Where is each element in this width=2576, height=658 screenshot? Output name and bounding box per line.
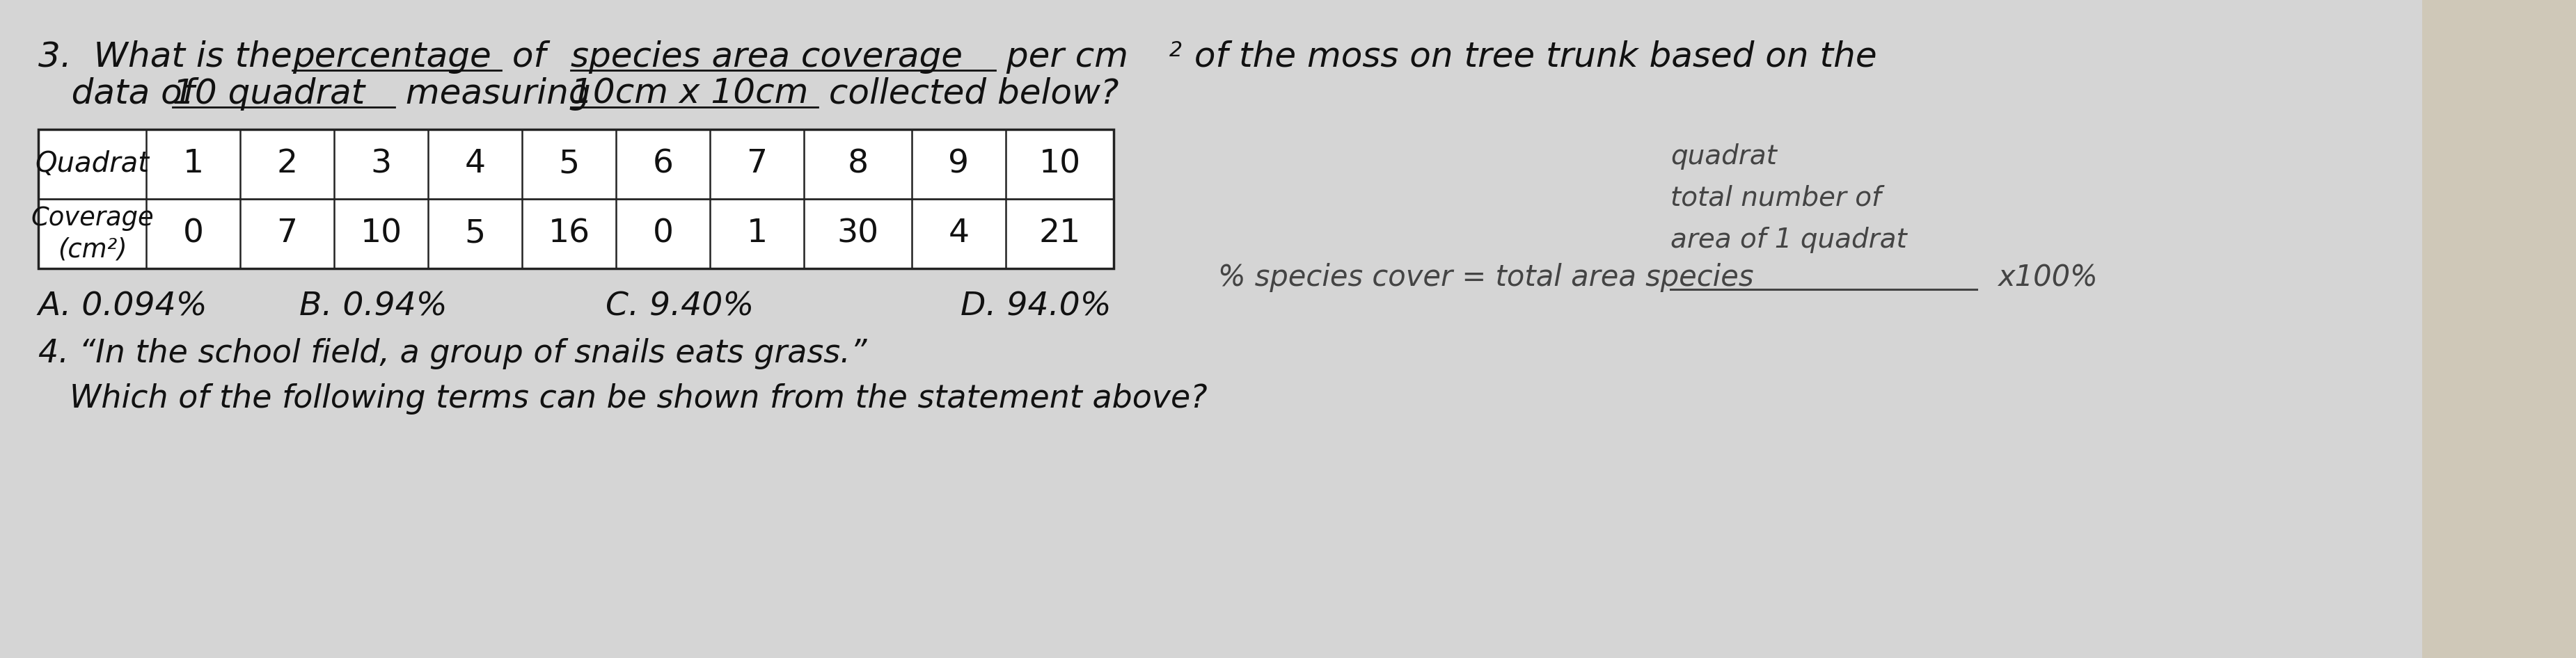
Text: per cm: per cm bbox=[994, 40, 1128, 74]
Text: 9: 9 bbox=[948, 149, 969, 180]
Text: of the moss on tree trunk based on the: of the moss on tree trunk based on the bbox=[1182, 40, 1878, 74]
Text: 3.  What is the: 3. What is the bbox=[39, 40, 304, 74]
Text: 4: 4 bbox=[464, 149, 484, 180]
Text: Quadrat: Quadrat bbox=[36, 151, 149, 178]
Text: 10: 10 bbox=[1038, 149, 1079, 180]
Text: 30: 30 bbox=[837, 218, 878, 249]
Text: collected below?: collected below? bbox=[817, 77, 1118, 111]
Text: 5: 5 bbox=[464, 218, 484, 249]
Text: data of: data of bbox=[39, 77, 206, 111]
Text: Which of the following terms can be shown from the statement above?: Which of the following terms can be show… bbox=[70, 383, 1208, 415]
Text: area of 1 quadrat: area of 1 quadrat bbox=[1669, 227, 1906, 253]
Text: 10: 10 bbox=[361, 218, 402, 249]
Text: 0: 0 bbox=[183, 218, 204, 249]
Text: 21: 21 bbox=[1038, 218, 1082, 249]
Bar bbox=[2421, 0, 2576, 658]
Text: 5: 5 bbox=[559, 149, 580, 180]
Text: of: of bbox=[502, 40, 556, 74]
Text: quadrat: quadrat bbox=[1669, 143, 1777, 170]
Text: 1: 1 bbox=[747, 218, 768, 249]
Text: 7: 7 bbox=[747, 149, 768, 180]
Text: 10cm x 10cm: 10cm x 10cm bbox=[572, 77, 809, 111]
Text: 2: 2 bbox=[276, 149, 299, 180]
Text: 16: 16 bbox=[549, 218, 590, 249]
Text: total number of: total number of bbox=[1669, 185, 1880, 211]
Text: 0: 0 bbox=[652, 218, 672, 249]
Text: B. 0.94%: B. 0.94% bbox=[299, 291, 448, 322]
Text: Coverage
(cm²): Coverage (cm²) bbox=[31, 205, 155, 263]
Text: D. 94.0%: D. 94.0% bbox=[961, 291, 1110, 322]
Text: 3: 3 bbox=[371, 149, 392, 180]
Text: species area coverage: species area coverage bbox=[572, 40, 963, 74]
Text: percentage: percentage bbox=[291, 40, 492, 74]
Text: 4. “In the school field, a group of snails eats grass.”: 4. “In the school field, a group of snai… bbox=[39, 338, 868, 369]
Text: A. 0.094%: A. 0.094% bbox=[39, 291, 209, 322]
Text: 10 quadrat: 10 quadrat bbox=[173, 77, 366, 111]
Text: C. 9.40%: C. 9.40% bbox=[605, 291, 755, 322]
Text: 7: 7 bbox=[276, 218, 299, 249]
Text: % species cover = total area species: % species cover = total area species bbox=[1218, 263, 1754, 292]
Text: 8: 8 bbox=[848, 149, 868, 180]
Text: 1: 1 bbox=[183, 149, 204, 180]
Text: measuring: measuring bbox=[394, 77, 603, 111]
Text: 2: 2 bbox=[1170, 40, 1182, 61]
Text: x100%: x100% bbox=[1996, 263, 2097, 292]
Bar bbox=[39, 130, 1113, 268]
Text: 6: 6 bbox=[652, 149, 672, 180]
Text: 4: 4 bbox=[948, 218, 969, 249]
